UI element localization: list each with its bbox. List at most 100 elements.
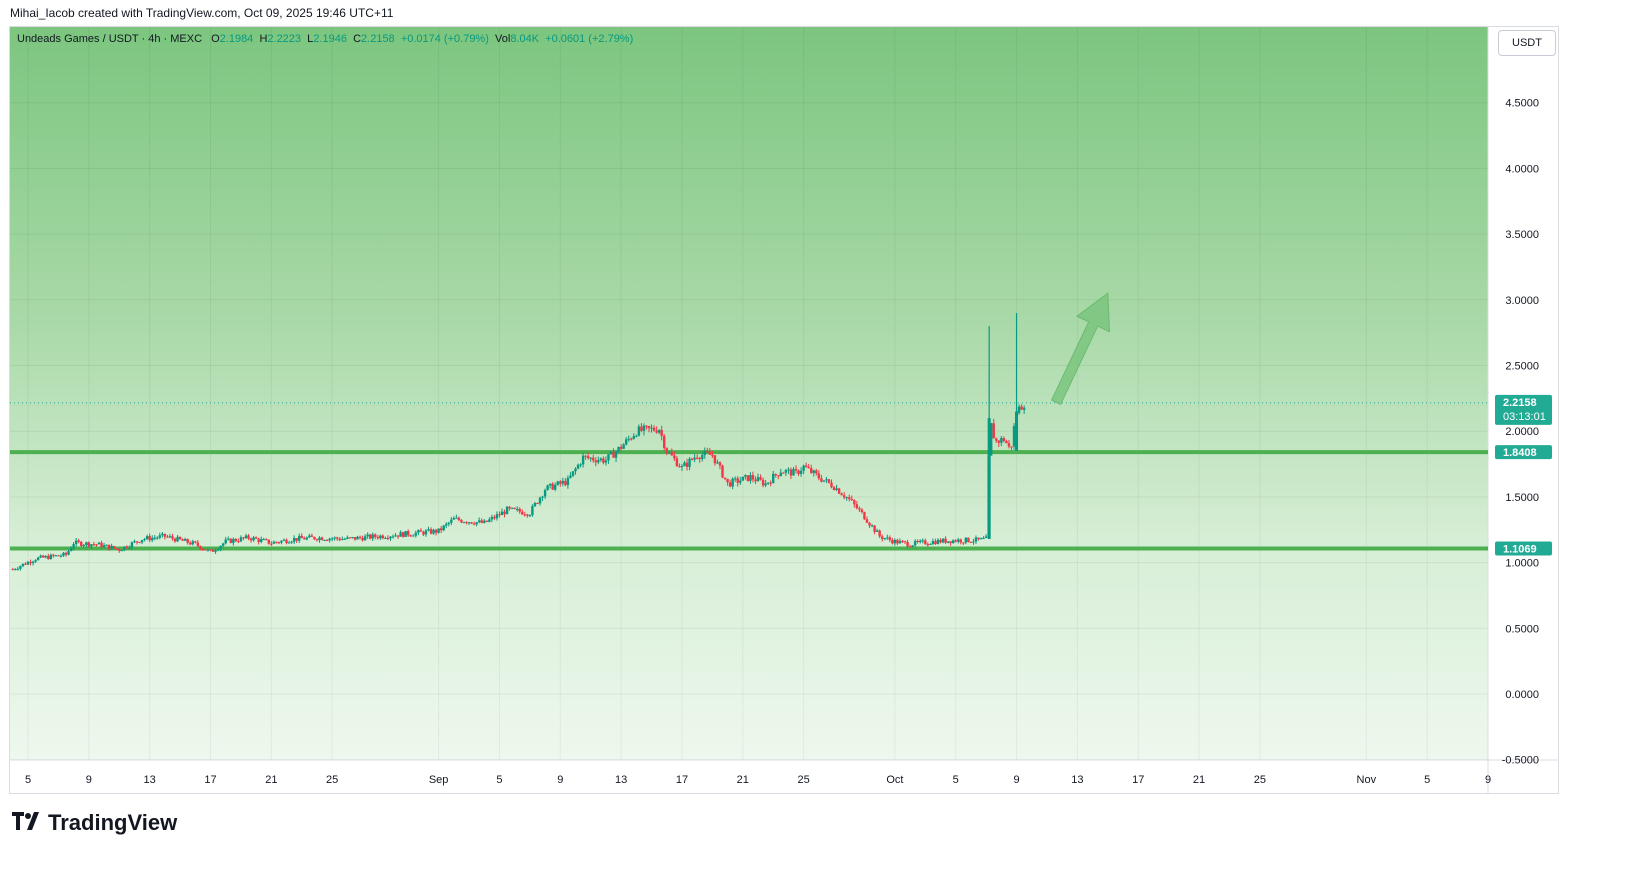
candle-body xyxy=(632,436,635,439)
candle-body xyxy=(26,561,30,565)
candle-body xyxy=(602,458,605,463)
candle-body xyxy=(744,475,747,477)
candle-body xyxy=(447,522,450,524)
candle-body xyxy=(123,546,126,551)
candle-body xyxy=(209,549,212,551)
candle-body xyxy=(323,539,326,541)
candle-body xyxy=(166,536,169,538)
candle-body xyxy=(921,540,924,542)
candle-body xyxy=(592,457,595,461)
candle-body xyxy=(698,457,701,459)
candle-body xyxy=(194,541,197,543)
candle-body xyxy=(371,534,374,539)
candle-body xyxy=(832,487,836,490)
candle-body xyxy=(262,539,265,541)
candle-body xyxy=(490,516,494,520)
candle-body xyxy=(229,538,232,543)
candle-body xyxy=(959,539,962,543)
x-tick-label: 9 xyxy=(1013,774,1019,786)
currency-button[interactable]: USDT xyxy=(1498,30,1556,56)
candle-body xyxy=(472,523,476,525)
candle-body xyxy=(817,473,821,479)
candle-body xyxy=(257,538,260,542)
candle-body xyxy=(650,427,653,429)
candle-body xyxy=(518,508,521,512)
candle-body xyxy=(523,514,527,516)
candle-body xyxy=(875,530,879,532)
y-tick-label: 0.5000 xyxy=(1505,623,1539,635)
candle-body xyxy=(254,537,258,539)
candle-body xyxy=(457,517,461,521)
candle-body xyxy=(432,529,435,534)
candle-body xyxy=(189,542,192,545)
candle-body xyxy=(617,446,620,452)
candle-body xyxy=(252,537,255,541)
candle-body xyxy=(330,538,334,540)
candle-body xyxy=(31,561,35,564)
candle-body xyxy=(384,537,387,539)
candle-body xyxy=(642,425,646,431)
candle-body xyxy=(508,506,511,509)
candle-body xyxy=(569,475,572,478)
candle-body xyxy=(865,519,869,523)
candle-body xyxy=(936,539,940,545)
candle-body xyxy=(546,485,549,491)
candle-body xyxy=(386,537,390,539)
level-price-tag-text: 1.8408 xyxy=(1503,447,1537,459)
candle-body xyxy=(498,514,501,516)
candle-body xyxy=(855,504,859,509)
candle-body xyxy=(992,423,995,439)
candle-body xyxy=(784,470,788,473)
candle-body xyxy=(997,440,1000,443)
candle-body xyxy=(964,537,968,543)
candle-body xyxy=(893,539,897,544)
x-tick-label: 9 xyxy=(86,774,92,786)
candle-body xyxy=(739,480,742,483)
candle-body xyxy=(52,554,55,556)
tradingview-logo-icon xyxy=(12,810,42,836)
candle-body xyxy=(161,533,164,536)
candle-body xyxy=(913,540,917,546)
candle-body xyxy=(462,522,466,524)
candle-body xyxy=(133,541,136,543)
volume-change-value: +0.0601 (+2.79%) xyxy=(545,33,634,45)
y-tick-label: 4.5000 xyxy=(1505,98,1539,110)
candle-body xyxy=(604,460,608,463)
candle-body xyxy=(120,550,123,552)
candle-body xyxy=(695,457,699,459)
candle-body xyxy=(394,535,397,537)
candle-body xyxy=(609,451,613,455)
candle-body xyxy=(34,560,37,562)
candle-body xyxy=(663,435,666,448)
x-tick-label: 17 xyxy=(204,774,216,786)
candle-body xyxy=(148,536,151,541)
candle-body xyxy=(409,535,412,537)
candle-body xyxy=(635,435,638,437)
candle-body xyxy=(115,548,118,550)
level-price-tag-bg xyxy=(1495,445,1552,460)
candle-body xyxy=(505,506,509,515)
candle-body xyxy=(439,528,443,531)
volume-label: Vol xyxy=(495,33,511,45)
last-price-tag-bg xyxy=(1495,394,1552,425)
candle-body xyxy=(777,475,780,477)
candle-body xyxy=(452,518,456,520)
tradingview-logo[interactable]: TradingView xyxy=(12,810,177,836)
candle-body xyxy=(711,454,714,456)
candle-body xyxy=(883,538,886,540)
candle-body xyxy=(156,537,159,539)
candle-body xyxy=(181,539,184,541)
candle-body xyxy=(232,539,235,543)
plot-area[interactable] xyxy=(10,27,1488,760)
level-price-tag-text: 1.1069 xyxy=(1503,544,1537,556)
candle-body xyxy=(774,474,777,476)
x-tick-label: 13 xyxy=(144,774,156,786)
candle-body xyxy=(401,532,405,537)
candle-body xyxy=(19,566,22,569)
y-tick-label: 1.0000 xyxy=(1505,558,1539,570)
x-tick-label: Oct xyxy=(886,774,903,786)
candle-body xyxy=(559,481,562,484)
candle-body xyxy=(974,537,978,542)
candle-body xyxy=(11,569,14,571)
